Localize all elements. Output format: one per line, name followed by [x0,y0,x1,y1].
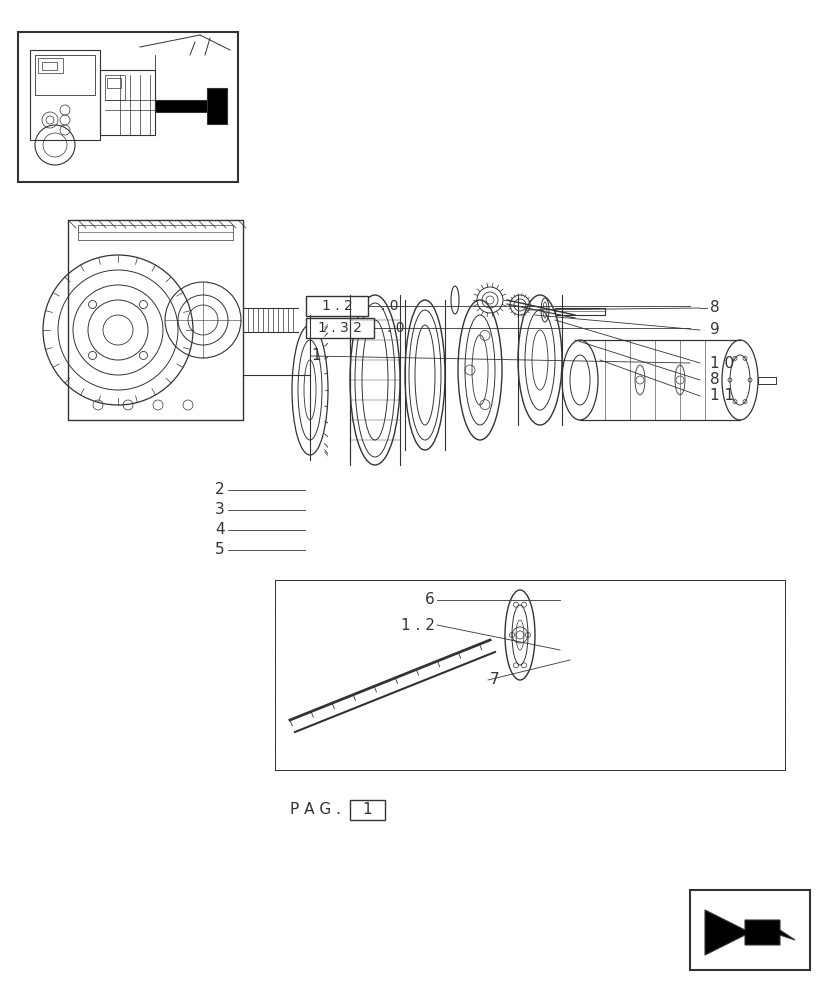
Text: 1: 1 [311,348,320,363]
Ellipse shape [350,295,399,465]
Bar [306,296,367,316]
Bar [100,70,155,135]
Text: 1: 1 [361,802,371,818]
Bar [105,75,125,100]
Text: 6: 6 [425,592,434,607]
Text: 7: 7 [490,672,499,688]
Bar [78,225,232,240]
Text: P A G .: P A G . [289,802,341,818]
Bar [18,32,237,182]
Ellipse shape [457,300,501,440]
Bar [757,377,775,384]
Bar [207,88,227,124]
Text: 1 . 2: 1 . 2 [400,617,434,633]
Polygon shape [704,910,794,955]
Text: 4: 4 [215,522,225,538]
Bar [68,220,242,420]
Bar [30,50,100,140]
Text: . 0: . 0 [386,321,404,335]
Bar [554,308,605,315]
Bar [35,55,95,95]
Bar [689,890,809,970]
Text: 8: 8 [709,300,719,316]
Text: 2: 2 [215,483,225,497]
Ellipse shape [404,300,444,450]
Text: 1 . 2: 1 . 2 [321,299,352,313]
Text: 1 1: 1 1 [709,388,734,403]
Bar [350,800,385,820]
Bar [107,78,121,88]
Bar [155,100,210,112]
Bar [42,62,57,70]
Ellipse shape [504,590,534,680]
Bar [275,580,784,770]
Ellipse shape [518,295,562,425]
Text: 1 . 3 2: 1 . 3 2 [318,321,361,335]
Ellipse shape [721,340,757,420]
Ellipse shape [562,340,597,420]
Bar [38,58,63,73]
Text: 1 0: 1 0 [709,356,734,370]
Bar [306,318,374,338]
Text: 8: 8 [709,372,719,387]
Text: . 0: . 0 [380,299,398,313]
Text: 9: 9 [709,322,719,338]
Text: 3: 3 [215,502,225,518]
Text: 5: 5 [215,542,225,558]
